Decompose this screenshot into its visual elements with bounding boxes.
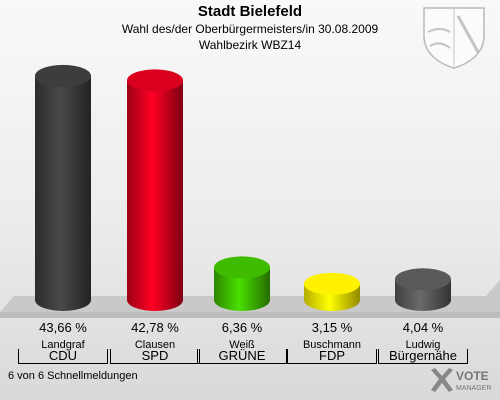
district-label: Wahlbezirk WBZ14 [198, 38, 302, 52]
bar-body [35, 75, 91, 312]
bar-body [127, 80, 183, 312]
bar-cdu [35, 64, 91, 312]
party-label: Bürgernähe [378, 349, 468, 364]
party-label: SPD [110, 349, 200, 364]
party-label: FDP [287, 349, 377, 364]
party-label: CDU [18, 349, 108, 364]
bar-body [214, 267, 270, 311]
svg-text:VOTE: VOTE [456, 369, 489, 383]
bar-top [395, 268, 451, 291]
votemanager-logo: VOTE MANAGER [431, 368, 491, 392]
bar-fdp [304, 272, 360, 311]
floor-edge [0, 312, 500, 318]
candidate-label: Landgraf [41, 339, 85, 351]
chart-title: Stadt Bielefeld [197, 3, 303, 20]
value-label: 6,36 % [221, 320, 263, 335]
candidate-label: Clausen [134, 339, 176, 351]
value-label: 42,78 % [131, 320, 179, 335]
value-label: 3,15 % [311, 320, 353, 335]
bar-bürgernähe [395, 268, 451, 311]
footer-status: 6 von 6 Schnellmeldungen [8, 370, 138, 382]
bar-top [304, 272, 360, 295]
coat-of-arms-icon [423, 7, 485, 69]
party-label: GRÜNE [197, 349, 287, 364]
candidate-label: Ludwig [405, 339, 441, 351]
chart-subtitle: Wahl des/der Oberbürgermeisters/in 30.08… [121, 22, 379, 36]
candidate-label: Weiß [229, 339, 255, 351]
bar-spd [127, 69, 183, 312]
value-label: 43,66 % [39, 320, 87, 335]
value-label: 4,04 % [402, 320, 444, 335]
bar-top [214, 256, 270, 279]
candidate-label: Buschmann [302, 339, 362, 351]
bar-grüne [214, 256, 270, 311]
svg-text:MANAGER: MANAGER [456, 385, 491, 392]
bar-top [127, 69, 183, 92]
bar-top [35, 64, 91, 87]
